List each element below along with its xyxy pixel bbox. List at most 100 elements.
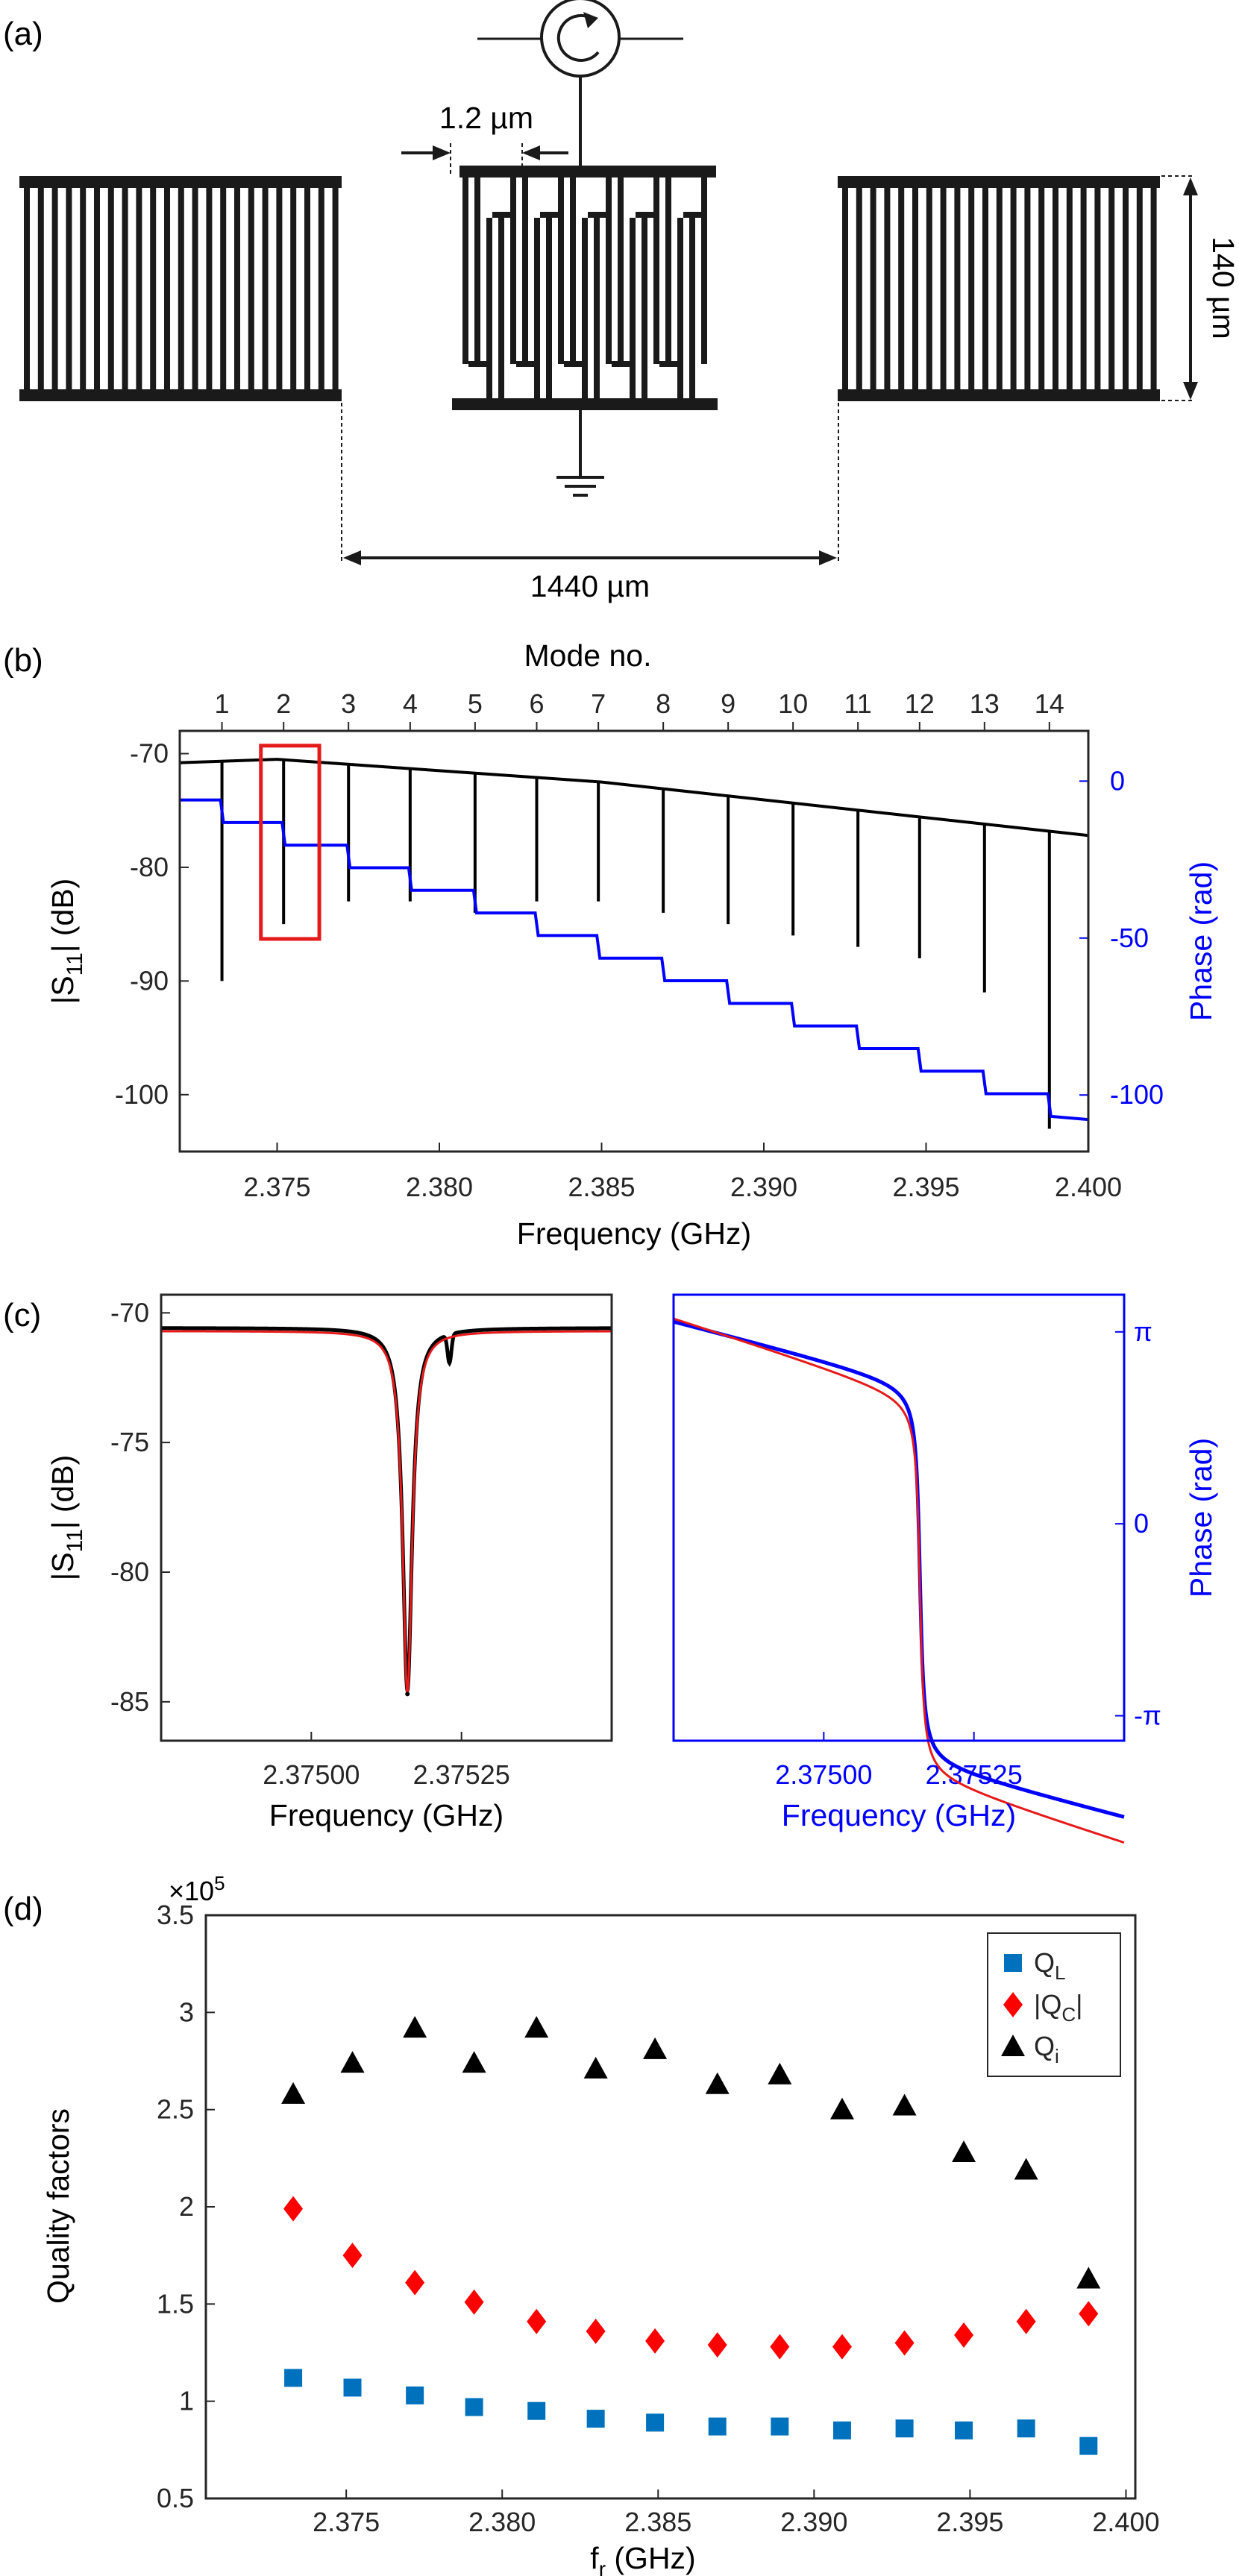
idt-finger	[665, 178, 671, 364]
c-left-y-label: |S11| (dB)	[46, 1455, 87, 1581]
c-right-x-label: Frequency (GHz)	[782, 1798, 1016, 1832]
reflector-finger	[178, 188, 184, 389]
left-reflector	[19, 176, 342, 401]
idt-finger	[498, 218, 504, 398]
x-tick-label: 2.400	[1055, 1172, 1122, 1202]
panel-b-label: (b)	[3, 642, 43, 679]
reflector-finger	[107, 188, 114, 389]
mode-ticks: 1 2 3 4 5 6 7 8 9 10 11 12 13 14	[215, 688, 1064, 731]
point-Qi	[952, 2140, 976, 2163]
d-plot-area	[281, 2016, 1101, 2455]
right-reflector	[838, 176, 1160, 401]
x-tick-label: 2.390	[730, 1172, 797, 1202]
reflector-finger	[1024, 188, 1031, 389]
point-QL	[527, 2401, 546, 2420]
reflector-finger	[234, 188, 240, 389]
mode-tick-label: 13	[970, 688, 1000, 719]
reflector-finger	[954, 188, 961, 389]
reflector-finger	[332, 188, 339, 389]
reflector-finger	[884, 188, 891, 389]
point-QL	[284, 2369, 303, 2387]
idt-bridge	[564, 361, 582, 367]
point-|QC|	[586, 2318, 606, 2344]
idt-finger	[546, 218, 552, 398]
b-axes-box	[178, 729, 1090, 1153]
reflector-finger	[150, 188, 157, 389]
point-QL	[955, 2421, 973, 2440]
idt-finger	[474, 178, 480, 364]
reflector-finger	[1066, 188, 1073, 389]
dimension-height: 140 µm	[1161, 175, 1239, 401]
legend-label-tail: |	[1076, 1989, 1082, 2020]
d-x-label: fr (GHz)	[590, 2541, 695, 2576]
d-x-ticks: 2.375 2.380 2.385 2.390 2.395 2.400	[313, 2489, 1160, 2537]
y-tick-label: -75	[110, 1427, 149, 1457]
idt-finger	[653, 178, 659, 364]
idt-finger	[701, 178, 707, 364]
y-right-tick-label: 0	[1110, 765, 1125, 796]
y-tick-label: 2	[179, 2191, 194, 2222]
idt-finger	[534, 218, 540, 398]
point-|QC|	[770, 2334, 790, 2360]
y-right-tick-label: 0	[1134, 1508, 1149, 1539]
y-right-tick-label: -π	[1134, 1700, 1161, 1731]
point-QL	[832, 2421, 851, 2440]
mode-tick-label: 12	[905, 688, 935, 719]
reflector-finger	[24, 188, 30, 389]
reflector-finger	[94, 188, 100, 389]
dimension-gap: 1.2 µm	[401, 101, 568, 176]
reflector-finger	[164, 188, 170, 389]
idt-bridge	[636, 212, 653, 218]
idt-bridge	[659, 361, 677, 367]
c-left-plot-area	[161, 1326, 612, 1697]
y-right-tick-label: π	[1134, 1316, 1152, 1347]
point-Qi	[643, 2037, 668, 2059]
reflector-finger	[136, 188, 142, 389]
mode-tick-label: 6	[529, 688, 544, 719]
x-tick-label: 2.37500	[775, 1759, 872, 1790]
y-tick-label: -85	[110, 1686, 149, 1717]
c-left-axes-box	[160, 1293, 613, 1742]
point-|QC|	[707, 2332, 727, 2358]
b-y-ticks: -70 -80 -90 -100	[115, 738, 189, 1110]
legend-marker-QL	[1004, 1954, 1022, 1972]
b-y-label: |S11| (dB)	[46, 879, 87, 1005]
legend-label-main: Q	[1034, 1947, 1055, 1978]
idt-bridge	[492, 212, 510, 218]
y-tick-label: 1.5	[157, 2288, 194, 2319]
point-|QC|	[527, 2308, 547, 2334]
legend-label-main: |Q	[1034, 1989, 1061, 2020]
point-|QC|	[832, 2334, 852, 2360]
reflector-finger	[996, 188, 1003, 389]
reflector-finger	[290, 188, 297, 389]
c-right-x-ticks: 2.37500 2.37525	[775, 1732, 1023, 1790]
idt-transducer	[452, 76, 718, 477]
reflector-finger	[1080, 188, 1087, 389]
idt-finger	[582, 218, 588, 398]
reflector-finger	[982, 188, 988, 389]
point-QL	[343, 2378, 362, 2397]
point-Qi	[524, 2016, 549, 2038]
reflector-finger	[1150, 188, 1157, 389]
point-QL	[771, 2417, 789, 2436]
point-|QC|	[283, 2196, 304, 2222]
legend-marker-Qi	[1001, 2035, 1025, 2056]
reflector-finger	[1123, 188, 1129, 389]
mode-tick-label: 5	[468, 688, 483, 719]
reflector-finger	[220, 188, 227, 389]
height-label: 140 µm	[1206, 236, 1239, 339]
idt-finger	[486, 218, 492, 398]
reflector-finger	[856, 188, 862, 389]
reflector-finger	[842, 188, 848, 389]
x-tick-label: 2.375	[243, 1172, 310, 1202]
c-left-min-point	[405, 1691, 410, 1697]
idt-finger	[618, 178, 624, 364]
point-|QC|	[645, 2328, 665, 2354]
highlight-box	[259, 744, 321, 941]
reflector-finger	[304, 188, 310, 389]
c-left-x-ticks: 2.37500 2.37525	[263, 1732, 510, 1790]
mode-tick-label: 2	[276, 688, 291, 719]
idt-finger	[594, 218, 600, 398]
point-|QC|	[464, 2289, 484, 2315]
